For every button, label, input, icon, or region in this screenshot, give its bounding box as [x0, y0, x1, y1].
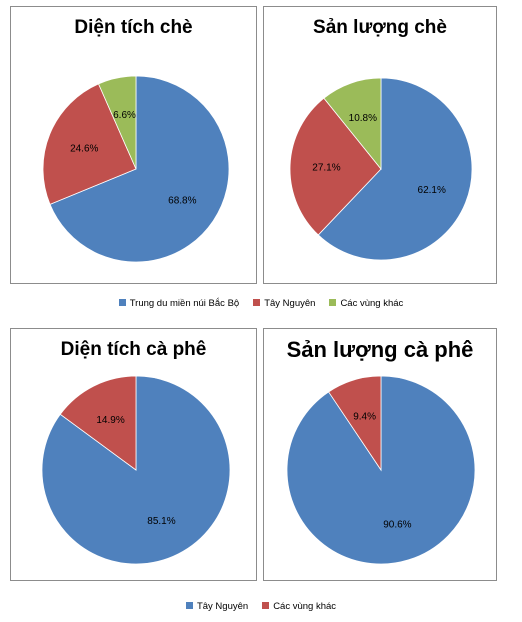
data-label: 24.6% [70, 144, 98, 155]
legend-swatch [262, 602, 270, 609]
pie-slice-trung-du-mien-nui-bac-bo [317, 77, 473, 261]
data-label: 62.1% [418, 185, 446, 196]
chart-title: Diện tích cà phê [60, 339, 207, 360]
pie-slice-cac-vung-khac [323, 77, 382, 171]
chart-panel-san-luong-che: Sản lượng chè 62.1% 27.1% 10.8% [263, 6, 497, 284]
legend-label: Các vùng khác [273, 601, 337, 612]
legend-label: Các vùng khác [340, 298, 404, 309]
data-label: 10.8% [349, 113, 377, 124]
legend-label: Tây Nguyên [196, 601, 249, 612]
legend-coffee: Tây Nguyên Các vùng khác [0, 601, 522, 612]
data-label: 9.4% [353, 412, 376, 423]
chart-title: Sản lượng cà phê [286, 337, 474, 362]
data-label: 14.9% [96, 415, 124, 426]
legend-swatch [185, 602, 193, 609]
chart-panel-san-luong-ca-phe: Sản lượng cà phê 90.6% 9.4% [263, 328, 497, 581]
legend-label: Trung du miền núi Bắc Bộ [129, 298, 240, 309]
pie-slice-tay-nguyen [289, 97, 382, 236]
legend-item-cac-vung-khac: Các vùng khác [329, 298, 403, 309]
chart-title: Diện tích chè [74, 17, 193, 38]
legend-item-tay-nguyen: Tây Nguyên [185, 601, 249, 612]
pie-chart: 68.8% 24.6% 6.6% [42, 75, 230, 263]
chart-panel-dien-tich-ca-phe: Diện tích cà phê 85.1% 14.9% [10, 328, 257, 581]
pie-slice-cac-vung-khac [328, 375, 382, 472]
pie-slice-trung-du-mien-nui-bac-bo [49, 75, 230, 263]
chart-panel-dien-tich-che: Diện tích chè 68.8% 24.6% 6.6% [10, 6, 257, 284]
data-label: 85.1% [147, 516, 175, 527]
pie-chart: 90.6% 9.4% [286, 375, 476, 565]
legend-tea: Trung du miền núi Bắc Bộ Tây Nguyên Các vù… [0, 298, 522, 309]
legend-swatch [253, 299, 261, 306]
legend-item-trung-du-mien-nui-bac-bo: Trung du miền núi Bắc Bộ [118, 298, 240, 309]
pie-slice-cac-vung-khac [98, 75, 137, 170]
data-label: 90.6% [383, 519, 411, 530]
legend-item-cac-vung-khac: Các vùng khác [262, 601, 336, 612]
legend-label: Tây Nguyên [264, 298, 316, 309]
data-label: 6.6% [113, 110, 136, 121]
pie-chart: 85.1% 14.9% [41, 375, 231, 565]
pie-slice-tay-nguyen [42, 83, 137, 205]
pie-chart: 62.1% 27.1% 10.8% [289, 77, 473, 261]
chart-title: Sản lượng chè [313, 17, 447, 38]
data-label: 68.8% [168, 196, 196, 207]
pie-slice-cac-vung-khac [59, 375, 137, 471]
legend-swatch [329, 299, 337, 306]
legend-swatch [118, 299, 126, 306]
legend-item-tay-nguyen: Tây Nguyên [253, 298, 315, 309]
data-label: 27.1% [312, 162, 340, 173]
